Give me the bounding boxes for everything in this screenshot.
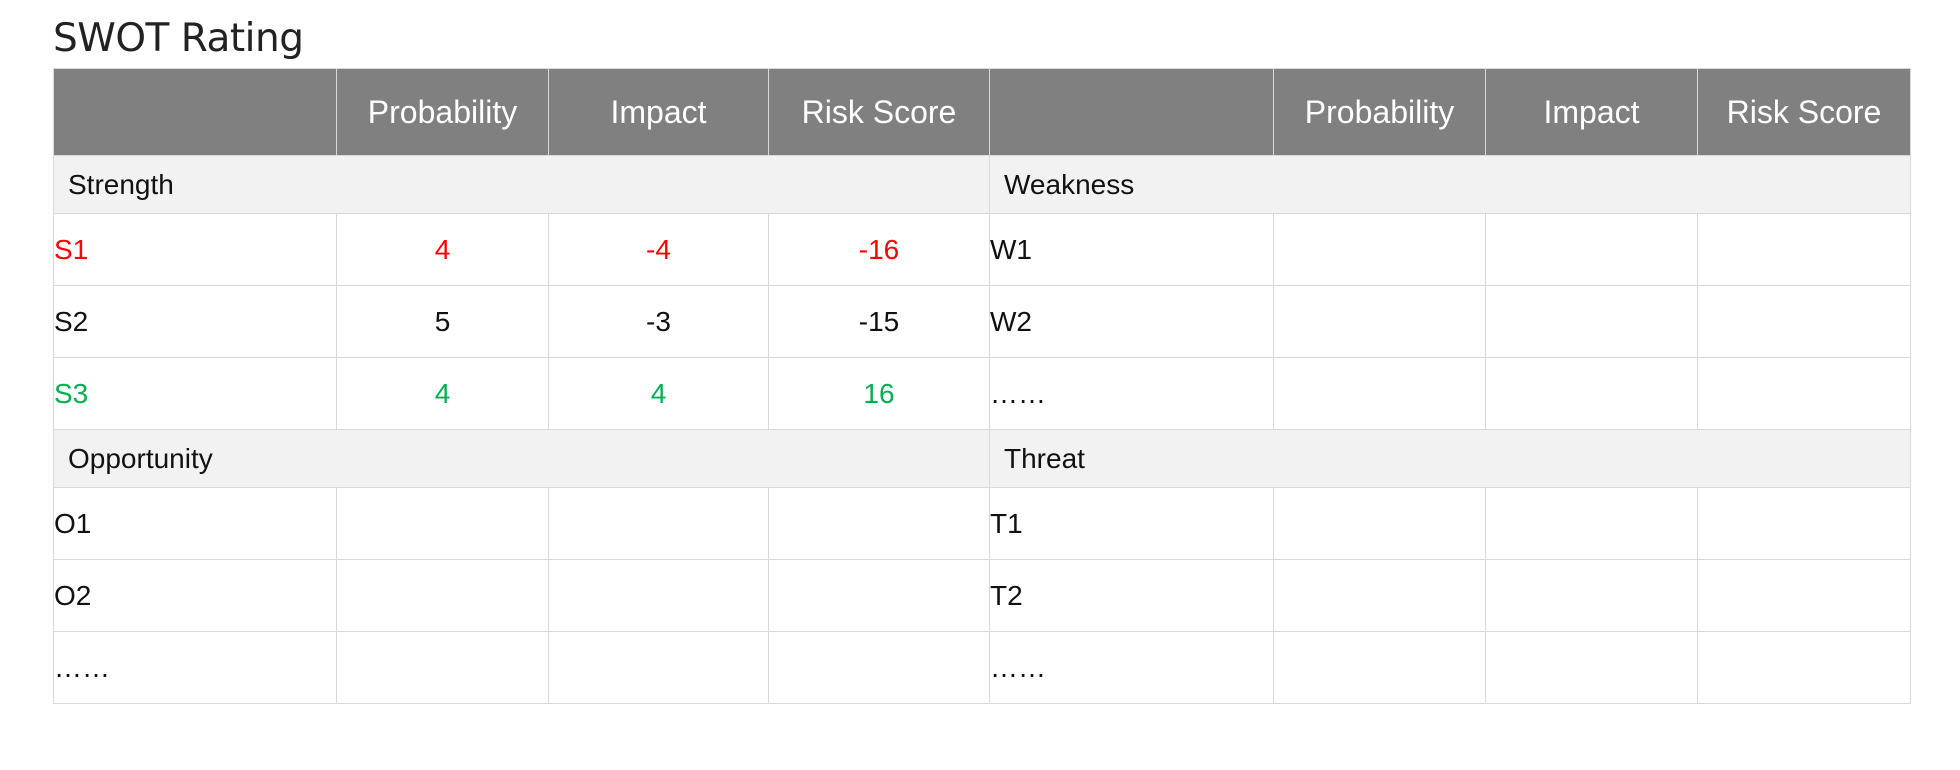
table-row: S2 5 -3 -15 W2	[53, 285, 1911, 358]
opportunity-more-impact	[548, 631, 769, 704]
row-label-w1: W1	[989, 213, 1274, 286]
weakness-more-risk-score	[1697, 357, 1911, 430]
s2-risk-score: -15	[768, 285, 990, 358]
o2-risk-score	[768, 559, 990, 632]
o2-probability	[336, 559, 549, 632]
table-row: S1 4 -4 -16 W1	[53, 213, 1911, 286]
row-label-opportunity-more: ……	[53, 631, 337, 704]
o1-risk-score	[768, 487, 990, 560]
section-title-weakness: Weakness	[989, 155, 1911, 214]
weakness-more-probability	[1273, 357, 1486, 430]
s3-risk-score: 16	[768, 357, 990, 430]
section-title-opportunity: Opportunity	[53, 429, 990, 488]
s3-impact: 4	[548, 357, 769, 430]
header-left-probability: Probability	[336, 68, 549, 156]
s2-impact: -3	[548, 285, 769, 358]
row-label-s3: S3	[53, 357, 337, 430]
row-label-threat-more: ……	[989, 631, 1274, 704]
header-right-risk-score: Risk Score	[1697, 68, 1911, 156]
section-row-strength-weakness: Strength Weakness	[53, 155, 1911, 214]
opportunity-more-risk-score	[768, 631, 990, 704]
row-label-w2: W2	[989, 285, 1274, 358]
s1-probability: 4	[336, 213, 549, 286]
header-left-impact: Impact	[548, 68, 769, 156]
o1-impact	[548, 487, 769, 560]
row-label-o1: O1	[53, 487, 337, 560]
w1-impact	[1485, 213, 1698, 286]
header-left-risk-score: Risk Score	[768, 68, 990, 156]
swot-rating-table: Probability Impact Risk Score Probabilit…	[53, 68, 1911, 704]
row-label-o2: O2	[53, 559, 337, 632]
row-label-t2: T2	[989, 559, 1274, 632]
s2-probability: 5	[336, 285, 549, 358]
header-row: Probability Impact Risk Score Probabilit…	[53, 68, 1911, 156]
threat-more-risk-score	[1697, 631, 1911, 704]
o1-probability	[336, 487, 549, 560]
t1-impact	[1485, 487, 1698, 560]
row-label-weakness-more: ……	[989, 357, 1274, 430]
table-row: O2 T2	[53, 559, 1911, 632]
section-title-threat: Threat	[989, 429, 1911, 488]
s1-impact: -4	[548, 213, 769, 286]
header-right-blank	[989, 68, 1274, 156]
row-label-t1: T1	[989, 487, 1274, 560]
w1-risk-score	[1697, 213, 1911, 286]
section-title-strength: Strength	[53, 155, 990, 214]
s1-risk-score: -16	[768, 213, 990, 286]
weakness-more-impact	[1485, 357, 1698, 430]
table-row: S3 4 4 16 ……	[53, 357, 1911, 430]
header-right-probability: Probability	[1273, 68, 1486, 156]
threat-more-probability	[1273, 631, 1486, 704]
w2-probability	[1273, 285, 1486, 358]
w2-risk-score	[1697, 285, 1911, 358]
table-row: O1 T1	[53, 487, 1911, 560]
page-title: SWOT Rating	[53, 16, 304, 61]
header-right-impact: Impact	[1485, 68, 1698, 156]
s3-probability: 4	[336, 357, 549, 430]
t2-impact	[1485, 559, 1698, 632]
table-row: …… ……	[53, 631, 1911, 704]
row-label-s2: S2	[53, 285, 337, 358]
w1-probability	[1273, 213, 1486, 286]
opportunity-more-probability	[336, 631, 549, 704]
t1-probability	[1273, 487, 1486, 560]
t1-risk-score	[1697, 487, 1911, 560]
header-left-blank	[53, 68, 337, 156]
t2-probability	[1273, 559, 1486, 632]
row-label-s1: S1	[53, 213, 337, 286]
section-row-opportunity-threat: Opportunity Threat	[53, 429, 1911, 488]
threat-more-impact	[1485, 631, 1698, 704]
o2-impact	[548, 559, 769, 632]
w2-impact	[1485, 285, 1698, 358]
t2-risk-score	[1697, 559, 1911, 632]
